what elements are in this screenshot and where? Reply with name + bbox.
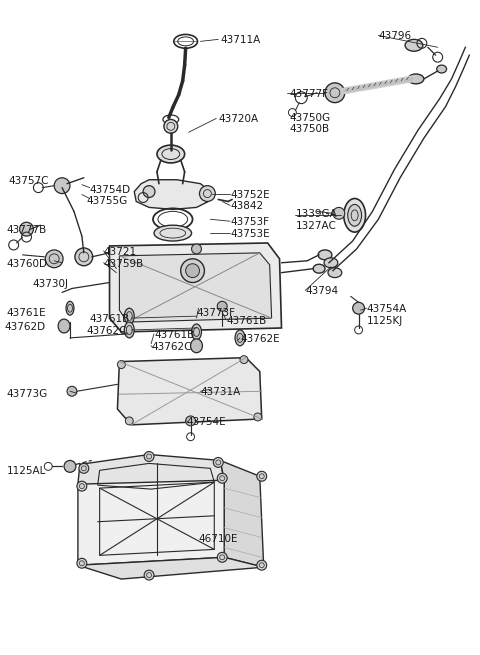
- Text: 43753F: 43753F: [230, 217, 269, 227]
- Ellipse shape: [313, 264, 325, 273]
- Circle shape: [186, 264, 200, 278]
- Ellipse shape: [124, 309, 134, 324]
- Circle shape: [200, 185, 216, 202]
- Polygon shape: [134, 179, 210, 210]
- Text: 43777F: 43777F: [289, 89, 328, 99]
- Circle shape: [333, 208, 345, 219]
- Ellipse shape: [235, 330, 245, 346]
- Text: 43762D: 43762D: [5, 322, 46, 332]
- Ellipse shape: [344, 198, 366, 232]
- Circle shape: [186, 416, 195, 426]
- Text: 43750B: 43750B: [289, 124, 330, 134]
- Text: 43750G: 43750G: [289, 113, 331, 122]
- Text: 43773F: 43773F: [196, 309, 236, 318]
- Text: 43721: 43721: [104, 247, 137, 257]
- Text: 1125AL: 1125AL: [7, 466, 46, 476]
- Ellipse shape: [348, 204, 361, 226]
- Text: 43761B: 43761B: [154, 330, 194, 340]
- Text: 43762E: 43762E: [240, 334, 280, 344]
- Ellipse shape: [408, 74, 424, 84]
- Circle shape: [118, 361, 125, 369]
- Circle shape: [64, 460, 76, 472]
- Text: 43754E: 43754E: [187, 417, 226, 427]
- Circle shape: [217, 301, 227, 311]
- Text: 43754D: 43754D: [90, 185, 131, 195]
- Text: 43730J: 43730J: [33, 278, 69, 289]
- Text: 43753E: 43753E: [230, 229, 270, 239]
- Text: 1339GA: 1339GA: [295, 210, 337, 219]
- Circle shape: [45, 250, 63, 268]
- Polygon shape: [78, 557, 264, 579]
- Circle shape: [79, 463, 89, 474]
- Polygon shape: [78, 480, 224, 565]
- Ellipse shape: [405, 39, 423, 51]
- Circle shape: [125, 417, 133, 425]
- Text: 43762C: 43762C: [151, 342, 192, 352]
- Ellipse shape: [157, 145, 185, 163]
- Ellipse shape: [191, 339, 203, 352]
- Ellipse shape: [58, 319, 70, 333]
- Text: 43761B: 43761B: [90, 314, 130, 324]
- Text: 1125KJ: 1125KJ: [367, 316, 403, 326]
- Ellipse shape: [66, 301, 74, 315]
- Circle shape: [77, 558, 87, 568]
- Circle shape: [54, 178, 70, 194]
- Circle shape: [257, 560, 267, 570]
- Polygon shape: [109, 243, 281, 332]
- Text: 43773G: 43773G: [7, 389, 48, 400]
- Text: 43731A: 43731A: [201, 387, 240, 398]
- Text: 43759B: 43759B: [104, 259, 144, 269]
- Circle shape: [77, 481, 87, 491]
- Ellipse shape: [328, 268, 342, 278]
- Text: 43842: 43842: [230, 202, 263, 212]
- Circle shape: [144, 570, 154, 580]
- Text: 43754A: 43754A: [367, 305, 407, 314]
- Circle shape: [180, 259, 204, 282]
- Circle shape: [325, 83, 345, 103]
- Circle shape: [143, 185, 155, 198]
- Text: 43757C: 43757C: [9, 176, 49, 186]
- Text: 43762C: 43762C: [87, 326, 127, 336]
- Circle shape: [217, 552, 227, 562]
- Text: 43752E: 43752E: [230, 189, 270, 200]
- Circle shape: [254, 413, 262, 421]
- Circle shape: [213, 457, 223, 468]
- Ellipse shape: [192, 324, 202, 340]
- Circle shape: [67, 386, 77, 396]
- Circle shape: [257, 472, 267, 481]
- Circle shape: [353, 303, 364, 314]
- Text: 43761E: 43761E: [7, 309, 47, 318]
- Text: 43794: 43794: [305, 286, 338, 297]
- Polygon shape: [78, 455, 224, 490]
- Circle shape: [240, 356, 248, 364]
- Polygon shape: [118, 358, 262, 425]
- Ellipse shape: [154, 225, 192, 241]
- Text: 43711A: 43711A: [220, 35, 261, 45]
- Circle shape: [75, 248, 93, 266]
- Ellipse shape: [324, 258, 338, 268]
- Polygon shape: [120, 253, 272, 322]
- Circle shape: [20, 222, 34, 236]
- Circle shape: [144, 451, 154, 461]
- Polygon shape: [220, 460, 264, 567]
- Text: 43777B: 43777B: [7, 225, 47, 235]
- Text: 43720A: 43720A: [218, 115, 258, 124]
- Text: 43796: 43796: [378, 31, 411, 41]
- Ellipse shape: [124, 322, 134, 338]
- Text: 1327AC: 1327AC: [295, 221, 336, 231]
- Text: 43755G: 43755G: [87, 196, 128, 206]
- Circle shape: [192, 244, 202, 254]
- Text: 43760D: 43760D: [7, 259, 48, 269]
- Text: 46710E: 46710E: [199, 534, 238, 544]
- Circle shape: [164, 119, 178, 133]
- Text: 43761B: 43761B: [226, 316, 266, 326]
- Ellipse shape: [318, 250, 332, 260]
- Circle shape: [217, 474, 227, 483]
- Ellipse shape: [437, 65, 446, 73]
